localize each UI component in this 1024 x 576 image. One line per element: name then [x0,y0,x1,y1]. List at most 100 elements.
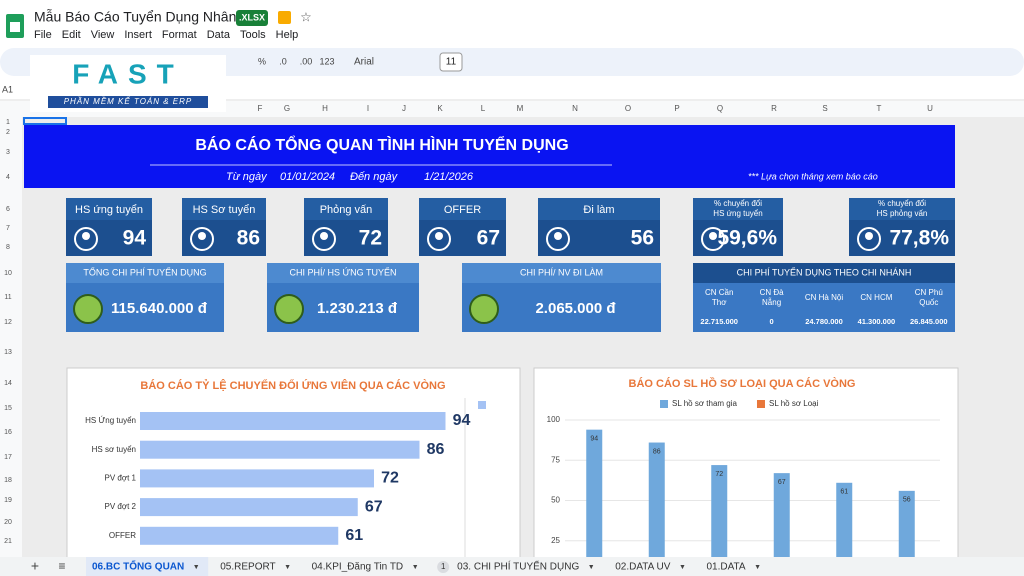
kpi-header [538,198,660,220]
font-size-box[interactable] [439,52,463,72]
kpi-icon-dot [865,232,873,240]
font-name[interactable]: Arial [354,57,374,68]
row-header: 14 [4,380,12,387]
font-size[interactable]: 11 [446,57,457,68]
menu-item[interactable]: File [34,29,52,41]
charts: BÁO CÁO TỶ LỆ CHUYỂN ĐỔI ỨNG VIÊN QUA CÁ… [85,377,940,557]
menu-item[interactable]: Insert [124,29,152,41]
active-tab-bg [86,557,209,576]
value-label: 94 [453,412,471,429]
menu-item[interactable]: Data [207,29,231,41]
tab-bar [0,557,1024,576]
column-header: L [481,104,486,113]
kpi-icon [857,227,881,251]
tab-badge [437,561,450,573]
category-label: PV đợt 1 [105,474,137,483]
tab-arrow: ▼ [193,564,200,571]
sheet-tab[interactable]: 01.DATA ▼ [706,562,761,573]
sheet-tab[interactable]: 04.KPI_Đăng Tin TD ▼ [312,562,419,573]
y-tick-label: 75 [551,455,560,464]
sheet-tab[interactable]: 02.DATA UV ▼ [615,562,686,573]
branch-body [693,283,955,332]
column-header: M [517,104,524,113]
menu-item[interactable]: Format [162,29,197,41]
kpi-icon-dot [320,232,328,240]
chart-title: BÁO CÁO SL HỒ SƠ LOẠI QUA CÁC VÒNG [629,377,856,390]
folder-icon[interactable] [278,11,291,24]
branch-value: 41.300.000 [858,317,896,326]
branch-name: Nẵng [762,298,781,307]
cost-header [267,263,419,283]
row-header: 6 [6,206,10,213]
column-header: U [927,104,933,113]
sheets-icon-grid [10,22,20,32]
to-date[interactable]: 1/21/2026 [424,171,474,183]
row-header: 20 [4,519,12,526]
bar [836,482,853,557]
chart-title: BÁO CÁO TỶ LỆ CHUYỂN ĐỔI ỨNG VIÊN QUA CÁ… [140,379,445,392]
cost-label: CHI PHÍ/ NV ĐI LÀM [520,267,603,277]
toolbar [0,48,1024,76]
toolbar-item[interactable]: .0 [279,56,287,66]
sheet-tab[interactable]: 05.REPORT ▼ [220,562,291,573]
column-header-bar [0,101,1024,117]
menu-item[interactable]: Edit [62,29,81,41]
kpi-value: 56 [631,227,654,250]
column-header: Q [717,104,723,113]
row-header: 11 [4,294,11,301]
doc-title[interactable]: Mẫu Báo Cáo Tuyển Dụng Nhân Sự [34,9,259,25]
from-date[interactable]: 01/01/2024 [280,171,335,183]
column-header: F [258,104,263,113]
column-header: J [402,104,406,113]
xlsx-badge [236,10,268,26]
tab-label: 04.KPI_Đăng Tin TD [312,562,404,573]
cost-header [66,263,224,283]
legend-label: SL hồ sơ Loại [769,399,819,408]
row-header: 19 [4,497,12,504]
add-sheet[interactable]: + [31,558,39,574]
toolbar-item[interactable]: .00 [300,56,313,66]
row-header: 17 [4,454,12,461]
toolbar-item[interactable]: % [258,56,266,66]
bar [140,412,446,430]
sheet-list[interactable]: ≡ [58,559,65,573]
selected-cell[interactable] [23,117,67,125]
toolbar-item[interactable]: 123 [319,56,334,66]
cell-ref[interactable]: A1 [2,84,13,94]
branch-name: CN Đà [760,288,785,297]
row-header: 13 [4,349,12,356]
branch-name: Quốc [919,298,938,307]
tab-label: 06.BC TỔNG QUAN [92,560,184,573]
value-label: 86 [427,441,445,458]
column-header: P [674,104,679,113]
kpi-value: 67 [477,227,500,250]
branch-header [693,263,955,283]
star-icon[interactable]: ☆ [300,9,312,24]
report-banner [24,125,955,188]
kpi-header [182,198,266,220]
kpi-icon [312,227,336,251]
menu-item[interactable]: View [91,29,115,41]
menu-item[interactable]: Tools [240,29,266,41]
menu-item[interactable]: Help [276,29,299,41]
kpi-icon-dot [82,232,90,240]
tab-arrow: ▼ [284,564,291,571]
row-header: 12 [4,319,12,326]
sheet-tab[interactable]: 1 03. CHI PHÍ TUYỂN DỤNG ▼ [437,560,595,573]
row-header: 10 [4,270,12,277]
content: HS ứng tuyển 94 HS Sơ tuyển 86 Phỏng vấn 72 OF… [66,198,955,332]
tab-arrow: ▼ [754,564,761,571]
bar [711,465,728,557]
bar [648,442,665,557]
kpi-value: 59,6% [717,227,777,250]
category-label: OFFER [109,531,136,540]
y-tick-label: 100 [547,415,561,424]
bar [140,440,420,459]
kpi-icon-dot [709,232,717,240]
kpi-header [304,198,388,220]
xlsx-badge-text: .XLSX [239,12,265,22]
sheet-tab[interactable]: 06.BC TỔNG QUAN ▼ [86,557,209,576]
logo-tagline: PHẦN MỀM KẾ TOÁN & ERP [64,96,193,106]
tab-arrow: ▼ [412,564,419,571]
branch-name: CN Phú [915,288,943,297]
